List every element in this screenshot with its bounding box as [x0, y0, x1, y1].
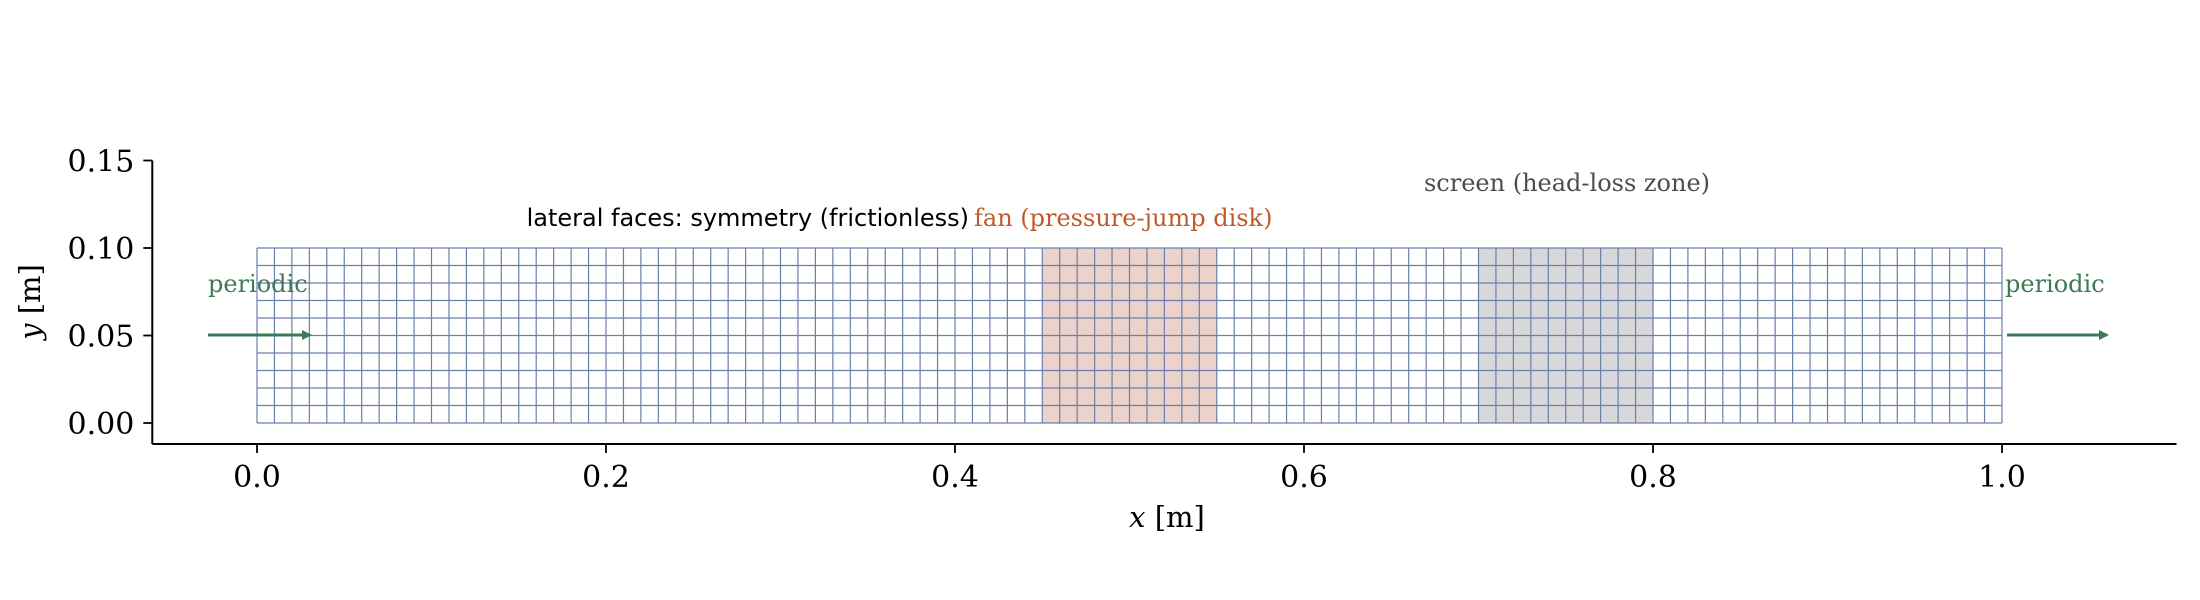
screen-label: screen (head-loss zone): [1424, 169, 1710, 197]
periodic-left-label: periodic: [208, 270, 308, 298]
lateral-faces-label: lateral faces: symmetry (frictionless): [527, 204, 969, 232]
y-tick-label: 0.00: [68, 407, 135, 442]
y-axis-ticks: 0.00 0.05 0.10 0.15: [68, 145, 153, 442]
x-tick-label: 0.4: [931, 460, 979, 495]
y-tick-label: 0.15: [68, 145, 135, 180]
y-tick-label: 0.05: [68, 320, 135, 355]
x-axis-label: x [m]: [1129, 500, 1205, 534]
y-axis-label: y [m]: [13, 264, 47, 342]
x-axis-label-var: x: [1129, 500, 1145, 534]
periodic-right-label: periodic: [2005, 270, 2105, 298]
y-axis-label-unit: [m]: [13, 264, 47, 314]
x-tick-label: 0.8: [1629, 460, 1677, 495]
y-axis-label-var: y: [13, 323, 47, 342]
x-tick-label: 0.0: [233, 460, 281, 495]
y-tick-label: 0.10: [68, 232, 135, 267]
x-axis-ticks: 0.0 0.2 0.4 0.6 0.8 1.0: [233, 444, 2026, 495]
x-tick-label: 1.0: [1978, 460, 2026, 495]
fan-label: fan (pressure-jump disk): [974, 204, 1272, 232]
x-tick-label: 0.6: [1280, 460, 1328, 495]
x-axis-label-unit: [m]: [1155, 500, 1205, 534]
mesh-grid: [256, 247, 2003, 424]
x-tick-label: 0.2: [582, 460, 630, 495]
